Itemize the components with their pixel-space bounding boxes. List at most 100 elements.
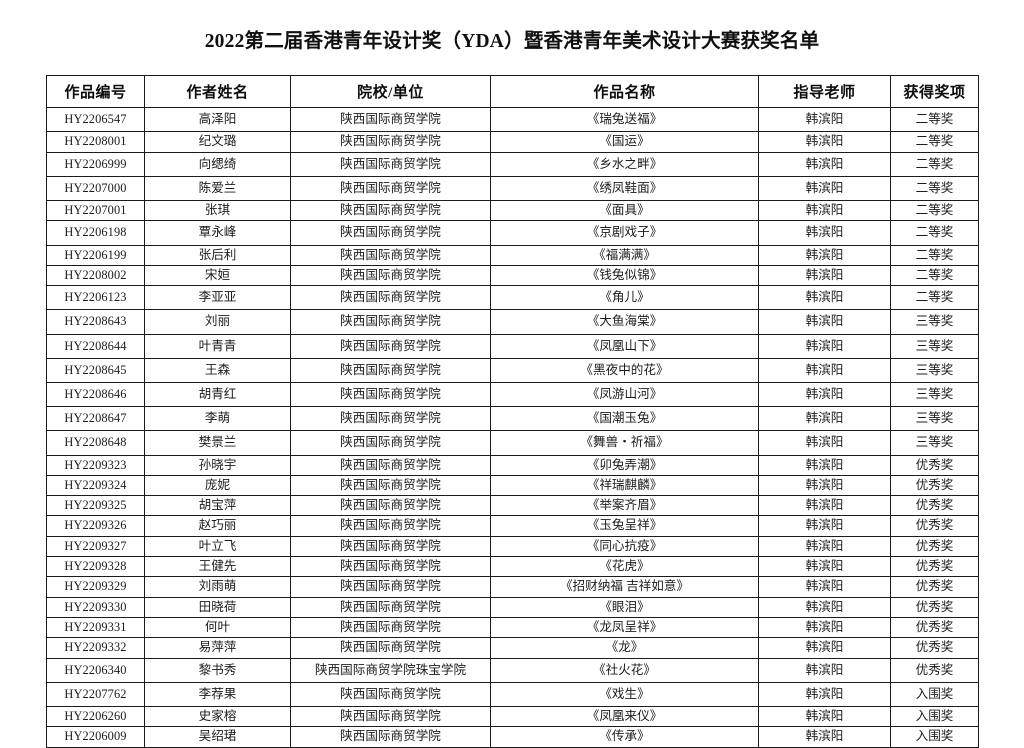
cell-award-level: 优秀奖 (890, 616, 979, 639)
cell-school-name: 陕西国际商贸学院 (290, 637, 491, 659)
cell-work-id: HY2208643 (46, 309, 145, 335)
cell-work-id: HY2207001 (46, 200, 145, 222)
cell-teacher-name: 韩滨阳 (758, 430, 891, 456)
cell-award-level: 三等奖 (890, 333, 979, 359)
cell-work-title: 《眼泪》 (490, 596, 759, 618)
table-row: HY2207762 李荐果 陕西国际商贸学院 《戏生》 韩滨阳 入围奖 (46, 681, 979, 707)
cell-author-name: 樊景兰 (144, 430, 291, 456)
cell-school-name: 陕西国际商贸学院 (290, 454, 491, 476)
cell-teacher-name: 韩滨阳 (758, 681, 891, 707)
cell-teacher-name: 韩滨阳 (758, 556, 891, 578)
table-row: HY2208644 叶青青 陕西国际商贸学院 《凤凰山下》 韩滨阳 三等奖 (46, 333, 979, 359)
cell-work-id: HY2208644 (46, 333, 145, 359)
cell-work-id: HY2206009 (46, 726, 145, 748)
table-row: HY2206260 史家榕 陕西国际商贸学院 《凤凰来仪》 韩滨阳 入围奖 (46, 705, 979, 728)
cell-work-title: 《大鱼海棠》 (490, 309, 759, 335)
cell-teacher-name: 韩滨阳 (758, 637, 891, 659)
cell-work-title: 《玉兔呈祥》 (490, 515, 759, 537)
cell-school-name: 陕西国际商贸学院 (290, 576, 491, 598)
table-row: HY2207001 张琪 陕西国际商贸学院 《面具》 韩滨阳 二等奖 (46, 200, 979, 222)
cell-award-level: 入围奖 (890, 681, 979, 707)
cell-work-id: HY2206199 (46, 244, 145, 266)
cell-author-name: 胡宝萍 (144, 495, 291, 517)
cell-teacher-name: 韩滨阳 (758, 333, 891, 359)
cell-work-title: 《卯兔弄潮》 (490, 454, 759, 476)
cell-work-title: 《花虎》 (490, 556, 759, 578)
cell-work-title: 《举案齐眉》 (490, 495, 759, 517)
cell-school-name: 陕西国际商贸学院 (290, 596, 491, 618)
cell-teacher-name: 韩滨阳 (758, 381, 891, 408)
cell-school-name: 陕西国际商贸学院 (290, 616, 491, 639)
cell-work-id: HY2208648 (46, 430, 145, 456)
cell-author-name: 宋姮 (144, 264, 291, 287)
cell-work-title: 《龙》 (490, 637, 759, 659)
cell-award-level: 优秀奖 (890, 474, 979, 497)
cell-award-level: 优秀奖 (890, 637, 979, 659)
cell-award-level: 三等奖 (890, 309, 979, 335)
cell-award-level: 三等奖 (890, 406, 979, 432)
table-header: 作品编号 作者姓名 院校/单位 作品名称 指导老师 获得奖项 (46, 75, 979, 109)
cell-award-level: 二等奖 (890, 151, 979, 177)
table-row: HY2209330 田晓荷 陕西国际商贸学院 《眼泪》 韩滨阳 优秀奖 (46, 596, 979, 618)
cell-author-name: 李亚亚 (144, 285, 291, 311)
cell-school-name: 陕西国际商贸学院 (290, 681, 491, 707)
cell-work-id: HY2206340 (46, 657, 145, 683)
cell-work-id: HY2206123 (46, 285, 145, 311)
cell-teacher-name: 韩滨阳 (758, 406, 891, 432)
cell-work-title: 《乡水之畔》 (490, 151, 759, 177)
cell-author-name: 叶立飞 (144, 535, 291, 558)
cell-award-level: 二等奖 (890, 175, 979, 202)
cell-award-level: 优秀奖 (890, 515, 979, 537)
cell-school-name: 陕西国际商贸学院 (290, 264, 491, 287)
cell-school-name: 陕西国际商贸学院 (290, 495, 491, 517)
cell-author-name: 覃永峰 (144, 220, 291, 246)
cell-teacher-name: 韩滨阳 (758, 495, 891, 517)
cell-school-name: 陕西国际商贸学院 (290, 175, 491, 202)
cell-work-id: HY2207762 (46, 681, 145, 707)
cell-school-name: 陕西国际商贸学院 (290, 333, 491, 359)
cell-award-level: 优秀奖 (890, 596, 979, 618)
cell-school-name: 陕西国际商贸学院 (290, 381, 491, 408)
cell-author-name: 高泽阳 (144, 107, 291, 133)
table-row: HY2209323 孙晓宇 陕西国际商贸学院 《卯兔弄潮》 韩滨阳 优秀奖 (46, 454, 979, 476)
cell-author-name: 孙晓宇 (144, 454, 291, 476)
table-row: HY2209329 刘雨萌 陕西国际商贸学院 《招财纳福 吉祥如意》 韩滨阳 优秀奖 (46, 576, 979, 598)
cell-school-name: 陕西国际商贸学院 (290, 220, 491, 246)
cell-school-name: 陕西国际商贸学院 (290, 357, 491, 383)
cell-teacher-name: 韩滨阳 (758, 264, 891, 287)
cell-teacher-name: 韩滨阳 (758, 151, 891, 177)
cell-work-id: HY2206999 (46, 151, 145, 177)
cell-teacher-name: 韩滨阳 (758, 107, 891, 133)
cell-author-name: 刘丽 (144, 309, 291, 335)
table-body: HY2206547 高泽阳 陕西国际商贸学院 《瑞兔送福》 韩滨阳 二等奖 HY220800… (46, 107, 979, 748)
cell-teacher-name: 韩滨阳 (758, 616, 891, 639)
document-page: 2022第二届香港青年设计奖（YDA）暨香港青年美术设计大赛获奖名单 作品编号 … (0, 13, 1024, 748)
cell-author-name: 何叶 (144, 616, 291, 639)
cell-work-id: HY2207000 (46, 175, 145, 202)
cell-award-level: 三等奖 (890, 430, 979, 456)
table-row: HY2209328 王健先 陕西国际商贸学院 《花虎》 韩滨阳 优秀奖 (46, 556, 979, 578)
cell-school-name: 陕西国际商贸学院 (290, 515, 491, 537)
cell-work-id: HY2206547 (46, 107, 145, 133)
cell-work-id: HY2208001 (46, 131, 145, 153)
table-row: HY2206340 黎书秀 陕西国际商贸学院珠宝学院 《社火花》 韩滨阳 优秀奖 (46, 657, 979, 683)
cell-author-name: 王健先 (144, 556, 291, 578)
cell-teacher-name: 韩滨阳 (758, 474, 891, 497)
table-row: HY2208645 王森 陕西国际商贸学院 《黑夜中的花》 韩滨阳 三等奖 (46, 357, 979, 383)
cell-teacher-name: 韩滨阳 (758, 535, 891, 558)
cell-author-name: 黎书秀 (144, 657, 291, 683)
cell-teacher-name: 韩滨阳 (758, 454, 891, 476)
cell-award-level: 优秀奖 (890, 576, 979, 598)
cell-author-name: 刘雨萌 (144, 576, 291, 598)
cell-author-name: 王森 (144, 357, 291, 383)
table-row: HY2209332 易萍萍 陕西国际商贸学院 《龙》 韩滨阳 优秀奖 (46, 637, 979, 659)
cell-work-title: 《黑夜中的花》 (490, 357, 759, 383)
table-row: HY2208001 纪文璐 陕西国际商贸学院 《国运》 韩滨阳 二等奖 (46, 131, 979, 153)
cell-award-level: 优秀奖 (890, 657, 979, 683)
cell-work-id: HY2209324 (46, 474, 145, 497)
cell-work-id: HY2209327 (46, 535, 145, 558)
cell-school-name: 陕西国际商贸学院 (290, 535, 491, 558)
cell-work-id: HY2209326 (46, 515, 145, 537)
cell-work-id: HY2209323 (46, 454, 145, 476)
cell-author-name: 李荐果 (144, 681, 291, 707)
